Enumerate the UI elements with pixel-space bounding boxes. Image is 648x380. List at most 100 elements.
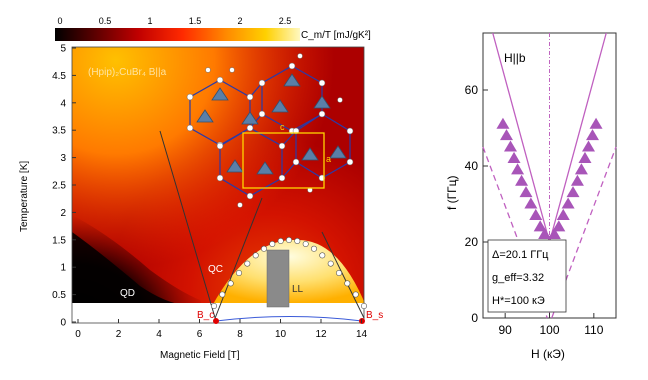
bs-label: B_s xyxy=(366,310,383,321)
left-x-tick-label: 12 xyxy=(315,329,327,340)
chart-x-axis-label: H (кЭ) xyxy=(531,347,565,361)
qc-boundary-line-right xyxy=(321,231,365,319)
phase-boundary-lines xyxy=(159,130,365,322)
qc-label: QC xyxy=(208,264,223,275)
left-y-ticks: 0 0.5 1 1.5 2 2.5 3 3.5 4 4.5 5 xyxy=(52,44,76,329)
chart-data-point xyxy=(524,197,538,209)
ll-dome-point xyxy=(360,302,367,309)
ll-dome-point xyxy=(302,241,309,248)
unit-cell xyxy=(242,132,325,189)
ll-dome-point xyxy=(227,280,234,287)
left-y-tick-label: 2.5 xyxy=(52,181,66,192)
ll-dome-point xyxy=(211,302,218,309)
colorbar-tick-label: 0.5 xyxy=(99,16,112,26)
colorbar-tick-label: 0 xyxy=(57,16,62,26)
left-x-tick-label: 0 xyxy=(75,329,81,340)
chart-data-point xyxy=(586,129,600,141)
lattice-a-label: a xyxy=(326,154,331,164)
colorbar-label: C_m/T [mJ/gK²] xyxy=(301,30,371,41)
ll-shaded-block xyxy=(266,249,290,308)
chart-y-tick-label: 0 xyxy=(471,311,478,325)
ll-dome-point xyxy=(260,245,267,252)
left-y-tick-label: 4.5 xyxy=(52,71,66,82)
chart-annotation-geff: g_eff=3.32 xyxy=(492,272,544,284)
lattice-atoms-cu xyxy=(196,73,347,175)
ll-dome-point xyxy=(244,260,251,267)
left-y-tick-label: 3.5 xyxy=(52,126,66,137)
colorbar-tick-label: 2.5 xyxy=(279,16,292,26)
chart-y-tick-label: 20 xyxy=(465,235,479,249)
ll-dome-point xyxy=(327,260,334,267)
left-x-tick-label: 4 xyxy=(156,329,162,340)
chart-data-point xyxy=(499,129,513,141)
low-temperature-boundary xyxy=(215,316,363,322)
left-x-tick-label: 10 xyxy=(275,329,287,340)
chart-data-point xyxy=(519,186,533,198)
heatmap-bottom-band xyxy=(72,303,364,323)
qc-boundary-line-left xyxy=(159,130,217,322)
chart-x-ticks: 90 100 110 xyxy=(498,313,604,337)
left-y-tick-label: 0 xyxy=(60,318,66,329)
chart-data-point xyxy=(552,220,566,232)
chart-annotation-box xyxy=(487,239,567,313)
chart-x-tick-label: 90 xyxy=(498,323,512,337)
chart-data-point xyxy=(547,227,561,239)
chart-data-point xyxy=(570,174,584,186)
chart-data-point xyxy=(515,174,529,186)
ll-dome-point xyxy=(277,238,284,245)
colorbar: 0 0.5 1 1.5 2 2.5 C_m/T [mJ/gK²] xyxy=(55,16,371,41)
chart-data-point xyxy=(589,117,603,129)
left-x-tick-label: 2 xyxy=(116,329,122,340)
chart-data-point xyxy=(556,208,570,220)
chart-y-ticks: 0 20 40 60 xyxy=(465,83,488,325)
bc-critical-point xyxy=(213,318,219,324)
ll-label: LL xyxy=(292,284,304,295)
left-x-tick-label: 8 xyxy=(237,329,243,340)
chart-y-axis-label: f (ГГц) xyxy=(445,175,459,210)
ll-dome-point xyxy=(219,291,226,298)
left-y-tick-label: 5 xyxy=(60,44,66,55)
chart-data-point xyxy=(529,208,543,220)
colorbar-tick-label: 2 xyxy=(237,16,242,26)
lattice-c-label: c xyxy=(280,122,285,132)
ll-dome-point xyxy=(335,269,342,276)
ll-dome-point xyxy=(269,241,276,248)
colorbar-ticks: 0 0.5 1 1.5 2 2.5 xyxy=(57,16,291,26)
left-y-tick-label: 4 xyxy=(60,98,66,109)
chart-x-tick-label: 110 xyxy=(584,323,603,337)
chart-data-point xyxy=(566,186,580,198)
chart-data-point xyxy=(574,163,588,175)
left-x-axis-label: Magnetic Field [T] xyxy=(160,350,240,361)
left-y-tick-label: 3 xyxy=(60,153,66,164)
ll-dome-point xyxy=(294,238,301,245)
colorbar-tick-label: 1.5 xyxy=(189,16,202,26)
chart-x-tick-label: 100 xyxy=(539,323,559,337)
chart-data-point xyxy=(538,227,552,239)
phase-diagram: 0 0.5 1 1.5 2 2.5 C_m/T [mJ/gK²] xyxy=(19,16,383,361)
chart-data-point xyxy=(578,151,592,163)
bc-label: B_c xyxy=(197,310,214,321)
ll-dome-point xyxy=(344,280,351,287)
ll-dome-point xyxy=(352,291,359,298)
ll-dome-point xyxy=(319,252,326,259)
ll-dome-points xyxy=(211,237,367,309)
left-x-tick-label: 14 xyxy=(356,329,368,340)
left-x-ticks: 0 2 4 6 8 10 12 14 xyxy=(75,319,367,340)
qd-label: QD xyxy=(120,288,135,299)
chart-data-point xyxy=(503,140,517,152)
left-y-tick-label: 1 xyxy=(60,263,66,274)
chart-annotation-gap: Δ=20.1 ГГц xyxy=(492,249,549,261)
ll-dome-point xyxy=(252,252,259,259)
colorbar-tick-label: 1 xyxy=(147,16,152,26)
chart-data-point xyxy=(561,197,575,209)
crystal-structure-inset: c a xyxy=(186,53,354,208)
chart-data-point xyxy=(582,140,596,152)
qc-boundary-line-mid xyxy=(213,197,263,322)
left-y-tick-label: 2 xyxy=(60,208,66,219)
left-y-tick-label: 0.5 xyxy=(52,290,66,301)
chart-legend-title: H||b xyxy=(504,51,526,65)
lattice-atoms-white xyxy=(186,53,354,208)
chart-data-point xyxy=(533,220,547,232)
chart-data-point xyxy=(511,163,525,175)
left-y-axis-label: Temperature [K] xyxy=(19,161,30,232)
